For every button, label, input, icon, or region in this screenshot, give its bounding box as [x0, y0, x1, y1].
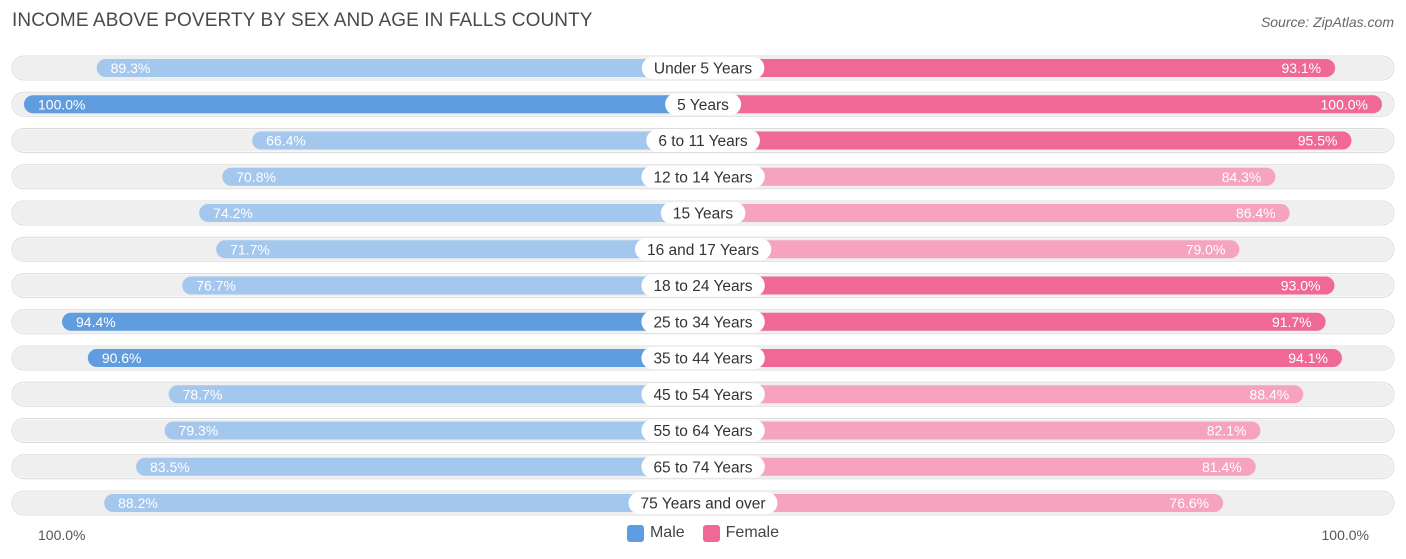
- category-label: 6 to 11 Years: [658, 133, 748, 150]
- value-label-male: 74.2%: [213, 205, 253, 221]
- category-pill: [641, 419, 765, 442]
- category-label: 75 Years and over: [641, 496, 766, 513]
- bar-female: [703, 385, 1304, 404]
- value-label-female: 86.4%: [1236, 205, 1276, 221]
- category-pill: [641, 57, 765, 79]
- bar-male: [182, 276, 703, 295]
- value-label-male: 71.7%: [230, 241, 270, 257]
- value-label-male: 79.3%: [179, 423, 219, 439]
- category-label: 18 to 24 Years: [653, 278, 752, 295]
- category-label: Under 5 Years: [654, 61, 752, 78]
- category-pill: [641, 455, 765, 478]
- bar-male: [136, 457, 703, 476]
- value-label-female: 93.0%: [1281, 278, 1321, 294]
- category-label: 15 Years: [673, 206, 734, 223]
- value-label-female: 79.0%: [1186, 241, 1226, 257]
- legend-swatch-female: [702, 524, 720, 542]
- bar-male: [96, 59, 703, 77]
- bar-female: [703, 204, 1290, 222]
- bar-chart: 89.3% 93.1% Under 5 Years 100.0% 100.0% 5 Yea…: [11, 55, 1395, 516]
- category-pill: [641, 274, 765, 297]
- value-label-male: 94.4%: [76, 314, 116, 330]
- value-label-female: 100.0%: [1321, 96, 1368, 112]
- category-pill: [641, 383, 765, 406]
- bar-male: [24, 95, 703, 114]
- bar-female: [703, 167, 1276, 186]
- bar-male: [252, 131, 704, 150]
- value-label-female: 94.1%: [1288, 350, 1328, 366]
- value-label-female: 93.1%: [1281, 60, 1321, 76]
- chart-title: INCOME ABOVE POVERTY BY SEX AND AGE IN F…: [12, 10, 593, 31]
- value-label-female: 95.5%: [1298, 133, 1338, 149]
- legend-item-female: Female: [702, 524, 780, 542]
- bar-male: [164, 421, 704, 440]
- bar-male: [104, 494, 703, 512]
- value-label-male: 70.8%: [236, 169, 276, 185]
- legend-label-female: Female: [725, 524, 780, 541]
- value-label-female: 84.3%: [1222, 169, 1262, 185]
- category-label: 35 to 44 Years: [653, 351, 752, 368]
- bar-female: [703, 457, 1256, 476]
- source-label: Source: ZipAtlas.com: [1260, 14, 1394, 30]
- value-label-female: 76.6%: [1169, 495, 1209, 511]
- value-label-female: 91.7%: [1272, 314, 1312, 330]
- category-label: 5 Years: [677, 97, 729, 114]
- category-pill: [641, 165, 765, 188]
- category-pill: [628, 492, 778, 514]
- legend: Male Female: [0, 524, 1406, 542]
- bar-male: [87, 349, 704, 367]
- bar-female: [703, 349, 1342, 367]
- bar-male: [222, 167, 703, 186]
- axis-right-label: 100.0%: [1321, 527, 1369, 543]
- bar-female: [703, 494, 1224, 512]
- bar-male: [216, 240, 704, 259]
- bar-female: [703, 240, 1240, 259]
- bar-female: [703, 276, 1335, 295]
- category-pill: [634, 238, 772, 261]
- category-pill: [641, 310, 765, 333]
- legend-swatch-male: [626, 524, 644, 542]
- category-label: 45 to 54 Years: [653, 387, 752, 404]
- value-label-male: 100.0%: [38, 96, 85, 112]
- category-pill: [665, 93, 742, 116]
- category-label: 12 to 14 Years: [653, 169, 752, 186]
- value-label-male: 83.5%: [150, 459, 190, 475]
- bar-female: [703, 421, 1261, 440]
- value-label-female: 81.4%: [1202, 459, 1242, 475]
- value-label-male: 89.3%: [111, 60, 151, 76]
- bar-female: [703, 95, 1382, 114]
- value-label-male: 76.7%: [196, 278, 236, 294]
- category-pill: [660, 202, 746, 224]
- bar-female: [703, 131, 1352, 150]
- bar-male: [168, 385, 703, 404]
- category-label: 16 and 17 Years: [647, 242, 759, 259]
- category-label: 55 to 64 Years: [653, 423, 752, 440]
- value-label-male: 90.6%: [102, 350, 142, 366]
- value-label-male: 66.4%: [266, 133, 306, 149]
- category-label: 65 to 74 Years: [653, 459, 752, 476]
- bar-female: [703, 59, 1336, 77]
- category-pill: [641, 347, 765, 369]
- value-label-male: 88.2%: [118, 495, 158, 511]
- value-label-male: 78.7%: [183, 386, 223, 402]
- bar-male: [199, 204, 703, 222]
- bar-female: [703, 312, 1326, 331]
- axis-left-label: 100.0%: [38, 527, 86, 543]
- legend-item-male: Male: [626, 524, 685, 542]
- legend-label-male: Male: [649, 524, 685, 541]
- category-label: 25 to 34 Years: [653, 314, 752, 331]
- value-label-female: 88.4%: [1250, 386, 1290, 402]
- bar-male: [62, 312, 704, 331]
- category-pill: [646, 129, 760, 152]
- value-label-female: 82.1%: [1207, 423, 1247, 439]
